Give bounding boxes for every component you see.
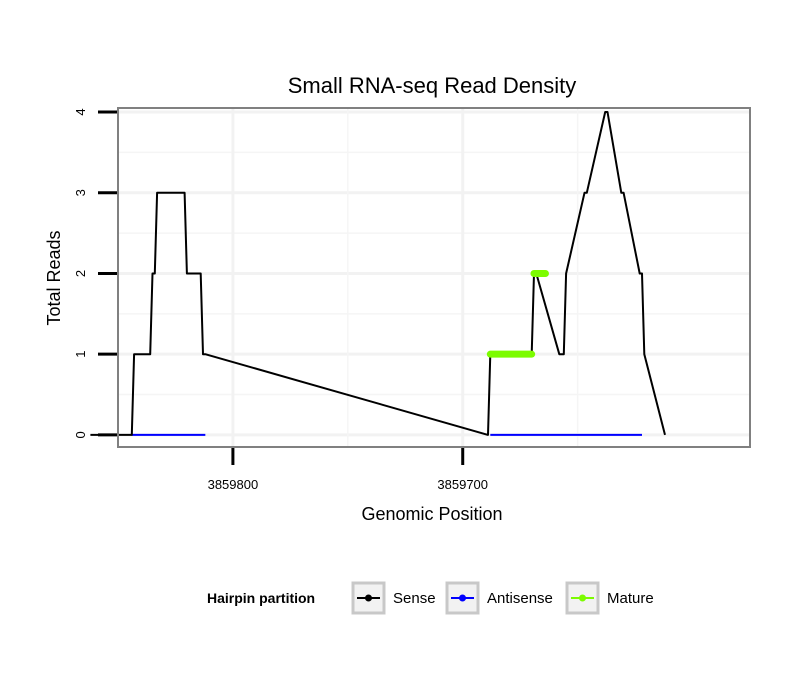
legend-label-mature: Mature bbox=[607, 590, 654, 607]
x-tick-label: 3859700 bbox=[437, 477, 488, 492]
x-axis-title: Genomic Position bbox=[361, 504, 502, 524]
plot-panel bbox=[90, 107, 751, 448]
x-axis: 3859800 3859700 bbox=[208, 448, 488, 492]
legend-label-antisense: Antisense bbox=[487, 590, 553, 607]
chart-title: Small RNA-seq Read Density bbox=[288, 73, 577, 98]
legend-key-dot bbox=[459, 594, 466, 602]
y-tick-label: 0 bbox=[73, 431, 88, 438]
y-tick-label: 2 bbox=[73, 270, 88, 277]
y-tick-label: 3 bbox=[73, 189, 88, 196]
legend-key-dot bbox=[579, 594, 586, 602]
y-tick-label: 4 bbox=[73, 108, 88, 115]
y-axis: 0 1 2 3 4 bbox=[73, 108, 117, 439]
legend-label-sense: Sense bbox=[393, 590, 436, 607]
x-tick-label: 3859800 bbox=[208, 477, 259, 492]
legend-title: Hairpin partition bbox=[207, 590, 315, 606]
legend: Hairpin partition Sense Antisense Mature bbox=[207, 581, 654, 615]
y-tick-label: 1 bbox=[73, 351, 88, 358]
y-axis-title: Total Reads bbox=[44, 230, 64, 325]
panel-background bbox=[118, 108, 750, 447]
legend-key-dot bbox=[365, 594, 372, 602]
legend-key-box bbox=[565, 581, 600, 615]
series-layer bbox=[90, 111, 666, 436]
grid-lines bbox=[118, 108, 750, 447]
panel-border bbox=[117, 107, 751, 448]
